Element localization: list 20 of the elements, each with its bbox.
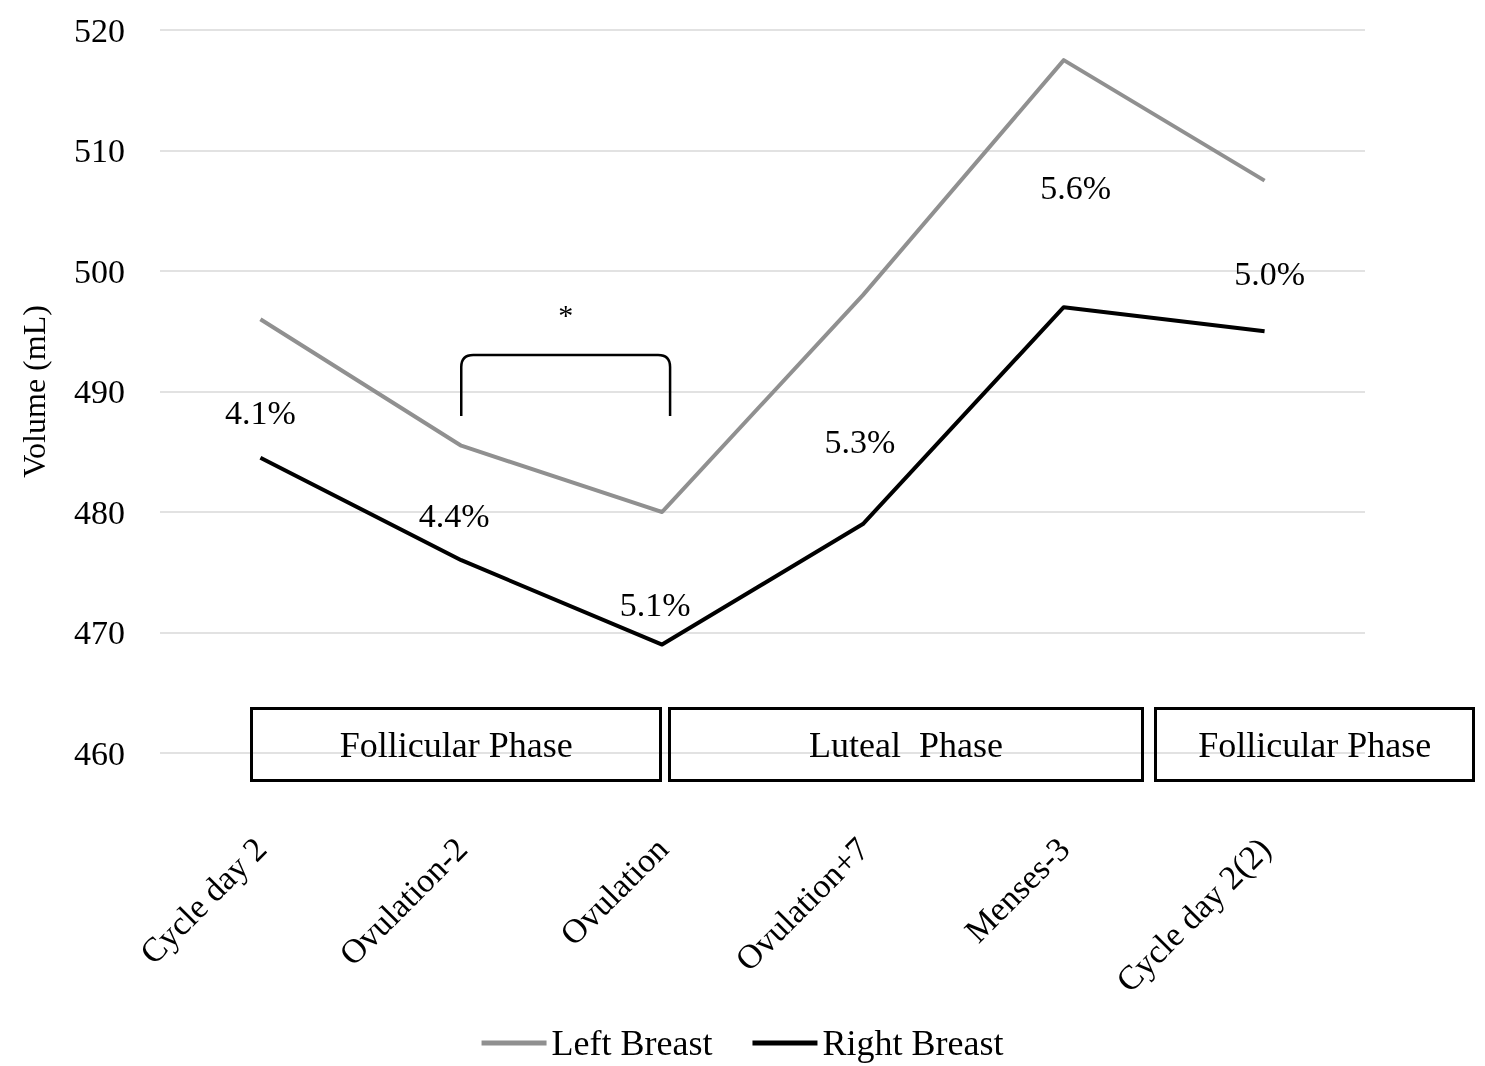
y-axis-title: Volume (mL) [16, 305, 52, 478]
annotation: 5.6% [1040, 168, 1112, 206]
phase-box: Luteal Phase [668, 707, 1145, 782]
legend-label: Left Breast [551, 1023, 713, 1063]
y-tick-label: 520 [74, 11, 125, 49]
phase-box: Follicular Phase [250, 707, 663, 782]
phase-box: Follicular Phase [1154, 707, 1476, 782]
annotation: 5.0% [1234, 254, 1305, 292]
legend-label: Right Breast [822, 1023, 1004, 1063]
annotation: 4.4% [418, 496, 490, 534]
y-tick-label: 490 [74, 373, 125, 410]
y-tick-label: 500 [74, 252, 125, 290]
y-tick-label: 480 [74, 493, 125, 531]
annotation: 4.1% [225, 394, 296, 432]
annotation: 5.1% [619, 586, 691, 624]
y-tick-label: 510 [74, 132, 125, 169]
y-tick-label: 460 [74, 734, 125, 772]
annotation: * [558, 298, 574, 331]
annotation: 5.3% [824, 422, 896, 460]
y-tick-label: 470 [74, 614, 125, 651]
